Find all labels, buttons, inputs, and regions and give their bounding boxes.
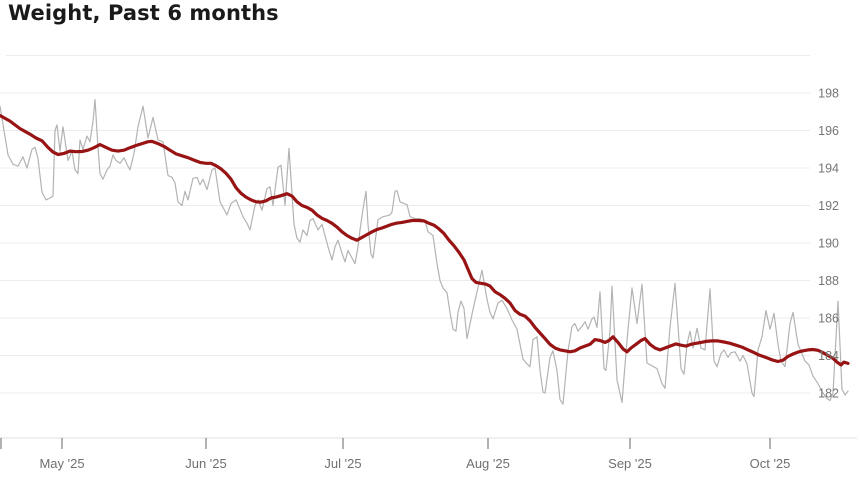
x-axis-label: Jun '25	[185, 456, 227, 471]
page-title: Weight, Past 6 months	[8, 1, 279, 25]
y-axis-label: 198	[818, 87, 839, 101]
x-axis-label: Oct '25	[750, 456, 791, 471]
y-axis-label: 182	[818, 387, 839, 401]
y-axis-label: 184	[818, 349, 839, 363]
y-axis-label: 192	[818, 199, 839, 213]
x-axis-label: May '25	[39, 456, 84, 471]
daily-weight-line	[0, 98, 849, 405]
x-axis-label: Aug '25	[466, 456, 510, 471]
y-axis-label: 190	[818, 237, 839, 251]
x-axis-label: Sep '25	[608, 456, 652, 471]
y-axis-label: 188	[818, 274, 839, 288]
y-axis-label: 186	[818, 312, 839, 326]
y-axis-label: 194	[818, 162, 839, 176]
trend-line	[0, 113, 850, 367]
x-axis-label: Jul '25	[324, 456, 361, 471]
y-axis-label: 196	[818, 124, 839, 138]
